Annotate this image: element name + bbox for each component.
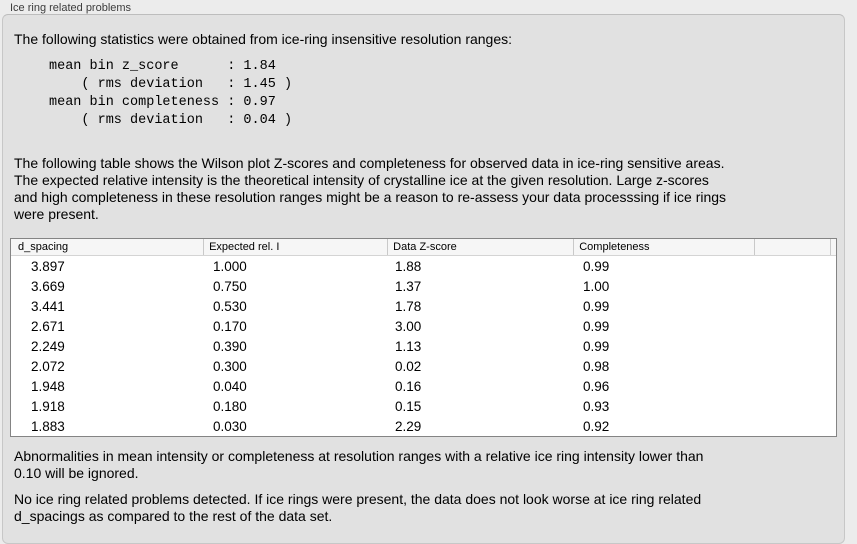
- cell-expected-rel-i: 0.170: [213, 318, 247, 334]
- cell-data-z-score: 3.00: [395, 318, 422, 334]
- cell-d-spacing: 3.441: [31, 298, 65, 314]
- ice-ring-table[interactable]: d_spacing Expected rel. I Data Z-score C…: [10, 238, 837, 437]
- cell-completeness: 0.93: [583, 398, 610, 414]
- table-row[interactable]: 2.671 0.170 3.00 0.99: [11, 316, 836, 336]
- table-row[interactable]: 3.669 0.750 1.37 1.00: [11, 276, 836, 296]
- column-header-filler: [754, 239, 830, 255]
- ice-ring-panel: The following statistics were obtained f…: [2, 14, 845, 544]
- table-description: The following table shows the Wilson plo…: [14, 155, 727, 222]
- cell-expected-rel-i: 0.180: [213, 398, 247, 414]
- cell-expected-rel-i: 0.300: [213, 358, 247, 374]
- cell-expected-rel-i: 0.030: [213, 418, 247, 434]
- cell-d-spacing: 2.072: [31, 358, 65, 374]
- column-header-d-spacing[interactable]: d_spacing: [18, 241, 69, 253]
- cell-data-z-score: 0.15: [395, 398, 422, 414]
- cell-data-z-score: 0.16: [395, 378, 422, 394]
- cell-data-z-score: 1.37: [395, 278, 422, 294]
- table-header: d_spacing Expected rel. I Data Z-score C…: [11, 239, 836, 256]
- cell-d-spacing: 1.948: [31, 378, 65, 394]
- cell-completeness: 0.92: [583, 418, 610, 434]
- cell-expected-rel-i: 0.390: [213, 338, 247, 354]
- column-header-completeness[interactable]: Completeness: [573, 239, 754, 255]
- cell-completeness: 0.99: [583, 338, 610, 354]
- cell-d-spacing: 3.897: [31, 258, 65, 274]
- cell-data-z-score: 1.78: [395, 298, 422, 314]
- cell-data-z-score: 1.13: [395, 338, 422, 354]
- table-row[interactable]: 2.072 0.300 0.02 0.98: [11, 356, 836, 376]
- cell-d-spacing: 1.918: [31, 398, 65, 414]
- cell-d-spacing: 2.249: [31, 338, 65, 354]
- cell-d-spacing: 3.669: [31, 278, 65, 294]
- ignore-note: Abnormalities in mean intensity or compl…: [14, 448, 704, 481]
- table-row[interactable]: 1.883 0.030 2.29 0.92: [11, 416, 836, 436]
- table-row[interactable]: 2.249 0.390 1.13 0.99: [11, 336, 836, 356]
- cell-completeness: 0.99: [583, 318, 610, 334]
- cell-completeness: 0.99: [583, 298, 610, 314]
- conclusion-text: No ice ring related problems detected. I…: [14, 491, 702, 524]
- cell-expected-rel-i: 0.750: [213, 278, 247, 294]
- cell-completeness: 0.98: [583, 358, 610, 374]
- cell-completeness: 0.99: [583, 258, 610, 274]
- cell-d-spacing: 2.671: [31, 318, 65, 334]
- table-body: 3.897 1.000 1.88 0.99 3.669 0.750 1.37 1…: [11, 256, 836, 436]
- cell-completeness: 1.00: [583, 278, 610, 294]
- table-row[interactable]: 3.897 1.000 1.88 0.99: [11, 256, 836, 276]
- cell-data-z-score: 0.02: [395, 358, 422, 374]
- table-row[interactable]: 1.918 0.180 0.15 0.93: [11, 396, 836, 416]
- cell-data-z-score: 1.88: [395, 258, 422, 274]
- section-title: Ice ring related problems: [10, 2, 132, 14]
- cell-completeness: 0.96: [583, 378, 610, 394]
- cell-expected-rel-i: 0.530: [213, 298, 247, 314]
- table-row[interactable]: 1.948 0.040 0.16 0.96: [11, 376, 836, 396]
- column-header-filler-end: [829, 239, 836, 255]
- column-header-data-z-score[interactable]: Data Z-score: [387, 239, 573, 255]
- stats-block: mean bin z_score : 1.84 ( rms deviation …: [49, 59, 293, 128]
- cell-expected-rel-i: 1.000: [213, 258, 247, 274]
- column-header-expected-rel-i[interactable]: Expected rel. I: [203, 239, 387, 255]
- cell-data-z-score: 2.29: [395, 418, 422, 434]
- intro-text: The following statistics were obtained f…: [14, 31, 513, 47]
- table-row[interactable]: 3.441 0.530 1.78 0.99: [11, 296, 836, 316]
- cell-d-spacing: 1.883: [31, 418, 65, 434]
- cell-expected-rel-i: 0.040: [213, 378, 247, 394]
